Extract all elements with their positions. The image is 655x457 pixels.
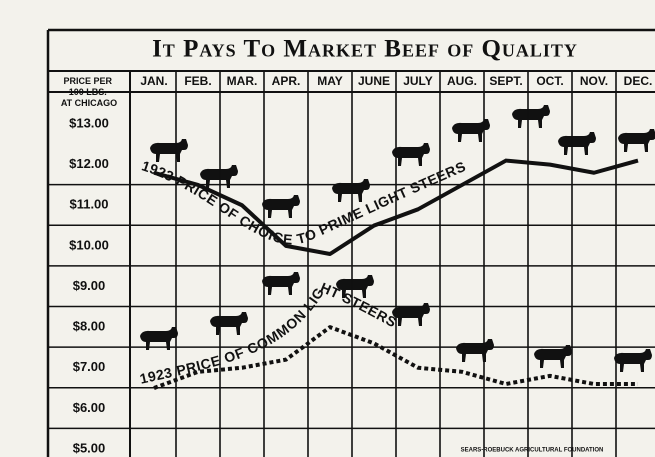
y-tick-label: $7.00 bbox=[73, 359, 106, 374]
x-tick-label: FEB. bbox=[184, 74, 211, 88]
x-tick-label: MAR. bbox=[227, 74, 258, 88]
y-tick-label: $6.00 bbox=[73, 400, 106, 415]
y-tick-label: $13.00 bbox=[69, 115, 109, 130]
credit: SEARS-ROEBUCK AGRICULTURAL FOUNDATION bbox=[461, 448, 604, 454]
x-tick-label: OCT. bbox=[536, 74, 563, 88]
chart-title: It Pays To Market Beef of Quality bbox=[152, 36, 578, 63]
x-tick-label: NOV. bbox=[580, 74, 608, 88]
x-tick-label: JUNE bbox=[358, 74, 390, 88]
x-tick-label: DEC. bbox=[624, 74, 653, 88]
x-tick-label: APR. bbox=[272, 74, 301, 88]
y-axis-label-line: PRICE PER bbox=[63, 76, 112, 86]
y-axis-label: PRICE PER 100 LBS. AT CHICAGO bbox=[61, 76, 117, 108]
series-line bbox=[153, 158, 639, 256]
y-tick-label: $10.00 bbox=[69, 237, 109, 252]
series-line bbox=[153, 325, 638, 390]
y-axis-label-line: AT CHICAGO bbox=[61, 98, 117, 108]
y-tick-label: $8.00 bbox=[73, 319, 106, 334]
x-tick-label: JULY bbox=[403, 74, 433, 88]
x-tick-label: AUG. bbox=[447, 74, 477, 88]
x-tick-label: JAN. bbox=[140, 74, 167, 88]
y-tick-label: $9.00 bbox=[73, 278, 106, 293]
y-tick-label: $11.00 bbox=[69, 197, 108, 212]
y-tick-label: $12.00 bbox=[69, 156, 109, 171]
y-tick-label: $5.00 bbox=[73, 440, 106, 455]
y-axis-label-line: 100 LBS. bbox=[69, 87, 107, 97]
x-tick-label: MAY bbox=[317, 74, 343, 88]
x-tick-label: SEPT. bbox=[489, 74, 522, 88]
